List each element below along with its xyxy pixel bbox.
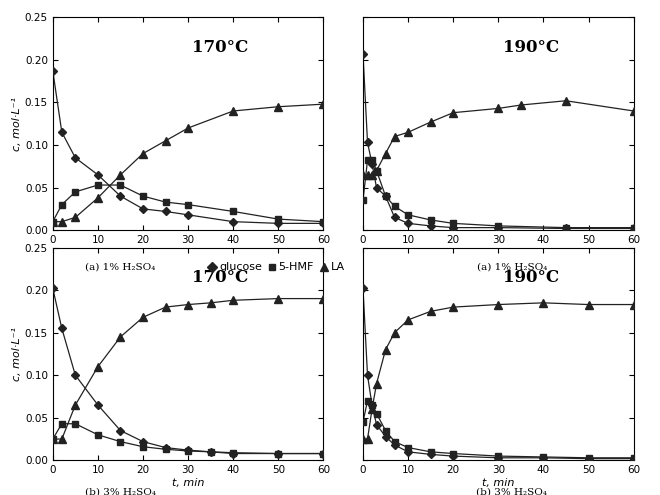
Text: (a) 1% H₂SO₄: (a) 1% H₂SO₄: [85, 262, 156, 271]
Legend: glucose, 5-HMF, LA: glucose, 5-HMF, LA: [203, 258, 349, 277]
X-axis label: t, min: t, min: [172, 248, 205, 258]
Text: (a) 1% H₂SO₄: (a) 1% H₂SO₄: [477, 262, 547, 271]
Text: 190°C: 190°C: [503, 269, 559, 286]
Text: (b) 3% H₂SO₄: (b) 3% H₂SO₄: [85, 488, 156, 495]
Text: 170°C: 170°C: [193, 269, 249, 286]
X-axis label: t, min: t, min: [482, 478, 515, 488]
Text: 190°C: 190°C: [503, 39, 559, 55]
Y-axis label: c, mol·L⁻¹: c, mol·L⁻¹: [12, 97, 22, 151]
Y-axis label: c, mol·L⁻¹: c, mol·L⁻¹: [12, 327, 22, 381]
Text: (b) 3% H₂SO₄: (b) 3% H₂SO₄: [477, 488, 547, 495]
X-axis label: t, min: t, min: [482, 248, 515, 258]
Text: 170°C: 170°C: [193, 39, 249, 55]
X-axis label: t, min: t, min: [172, 478, 205, 488]
